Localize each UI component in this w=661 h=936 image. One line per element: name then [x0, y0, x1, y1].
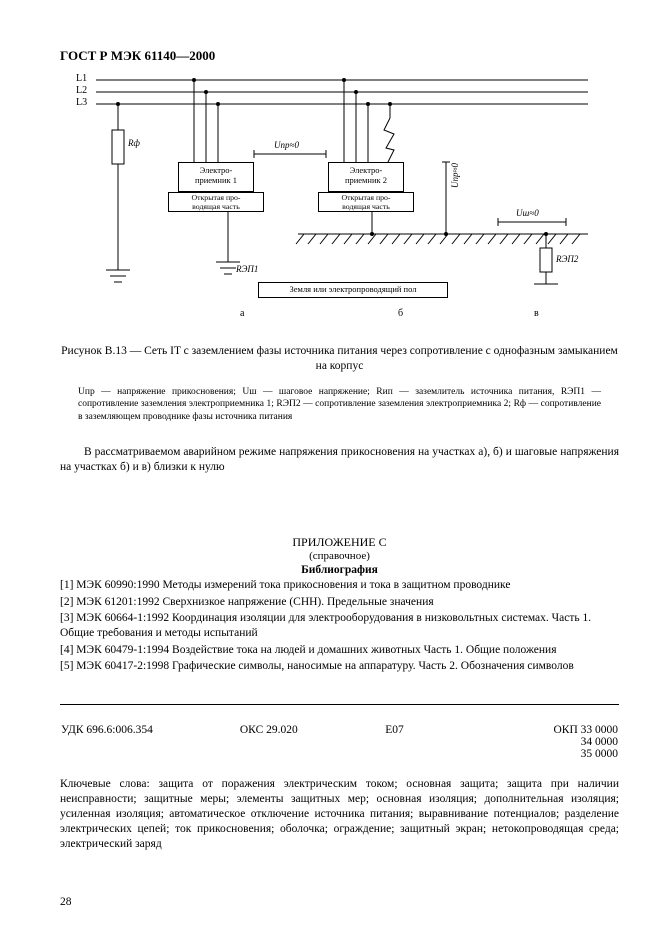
- okp-code: ОКП 33 0000: [463, 724, 618, 736]
- document-header: ГОСТ Р МЭК 61140—2000: [60, 48, 619, 64]
- u-sh-label: Uш≈0: [516, 208, 539, 218]
- udk-code: УДК 696.6:006.354: [60, 723, 239, 761]
- section-v-label: в: [534, 308, 539, 319]
- okp-code: 35 0000: [463, 748, 618, 760]
- section-b-label: б: [398, 308, 403, 319]
- keywords-paragraph: Ключевые слова: защита от поражения элек…: [60, 777, 619, 852]
- bibliography-item: [5] МЭК 60417-2:1998 Графические символы…: [60, 659, 619, 674]
- appendix-subtitle: (справочное): [60, 550, 619, 562]
- oks-code: ОКС 29.020: [239, 723, 384, 761]
- bibliography-item: [4] МЭК 60479-1:1994 Воздействие тока на…: [60, 643, 619, 658]
- divider-line: [60, 704, 619, 705]
- classification-codes-table: УДК 696.6:006.354 ОКС 29.020 Е07 ОКП 33 …: [60, 723, 619, 761]
- line-l3-label: L3: [76, 97, 87, 108]
- appendix-title: ПРИЛОЖЕНИЕ С: [60, 535, 619, 550]
- bibliography-item: [2] МЭК 61201:1992 Сверхнизкое напряжени…: [60, 595, 619, 610]
- receiver-1-box: Электро-приемник 1: [178, 162, 254, 192]
- r-ep1-label: RЭП1: [236, 264, 258, 274]
- r-ep2-label: RЭП2: [556, 254, 578, 264]
- body-paragraph: В рассматриваемом аварийном режиме напря…: [60, 445, 619, 475]
- u-pr-label-top: Uпр≈0: [274, 140, 299, 150]
- u-pr-label-vertical: Uпр≈0: [450, 163, 460, 188]
- circuit-diagram: L1 L2 L3 Rф Электро-приемник 1 Открытая …: [68, 70, 596, 324]
- e-code: Е07: [384, 723, 462, 761]
- line-l1-label: L1: [76, 73, 87, 84]
- section-a-label: а: [240, 308, 244, 319]
- r-phi-label: Rф: [128, 138, 140, 148]
- figure-caption: Рисунок В.13 — Сеть IT с заземлением фаз…: [60, 344, 619, 374]
- okp-code: 34 0000: [463, 736, 618, 748]
- ground-plane-label: Земля или электропроводящий пол: [258, 282, 448, 298]
- figure-legend: Uпр — напряжение прикосновения; Uш — шаг…: [78, 386, 601, 423]
- bibliography-item: [3] МЭК 60664-1:1992 Координация изоляци…: [60, 611, 619, 640]
- receiver-2-box: Электро-приемник 2: [328, 162, 404, 192]
- page-number: 28: [60, 896, 72, 908]
- line-l2-label: L2: [76, 85, 87, 96]
- bibliography-item: [1] МЭК 60990:1990 Методы измерений тока…: [60, 578, 619, 593]
- open-part-2-box: Открытая про-водящая часть: [318, 192, 414, 212]
- open-part-1-box: Открытая про-водящая часть: [168, 192, 264, 212]
- bibliography-heading: Библиография: [60, 564, 619, 576]
